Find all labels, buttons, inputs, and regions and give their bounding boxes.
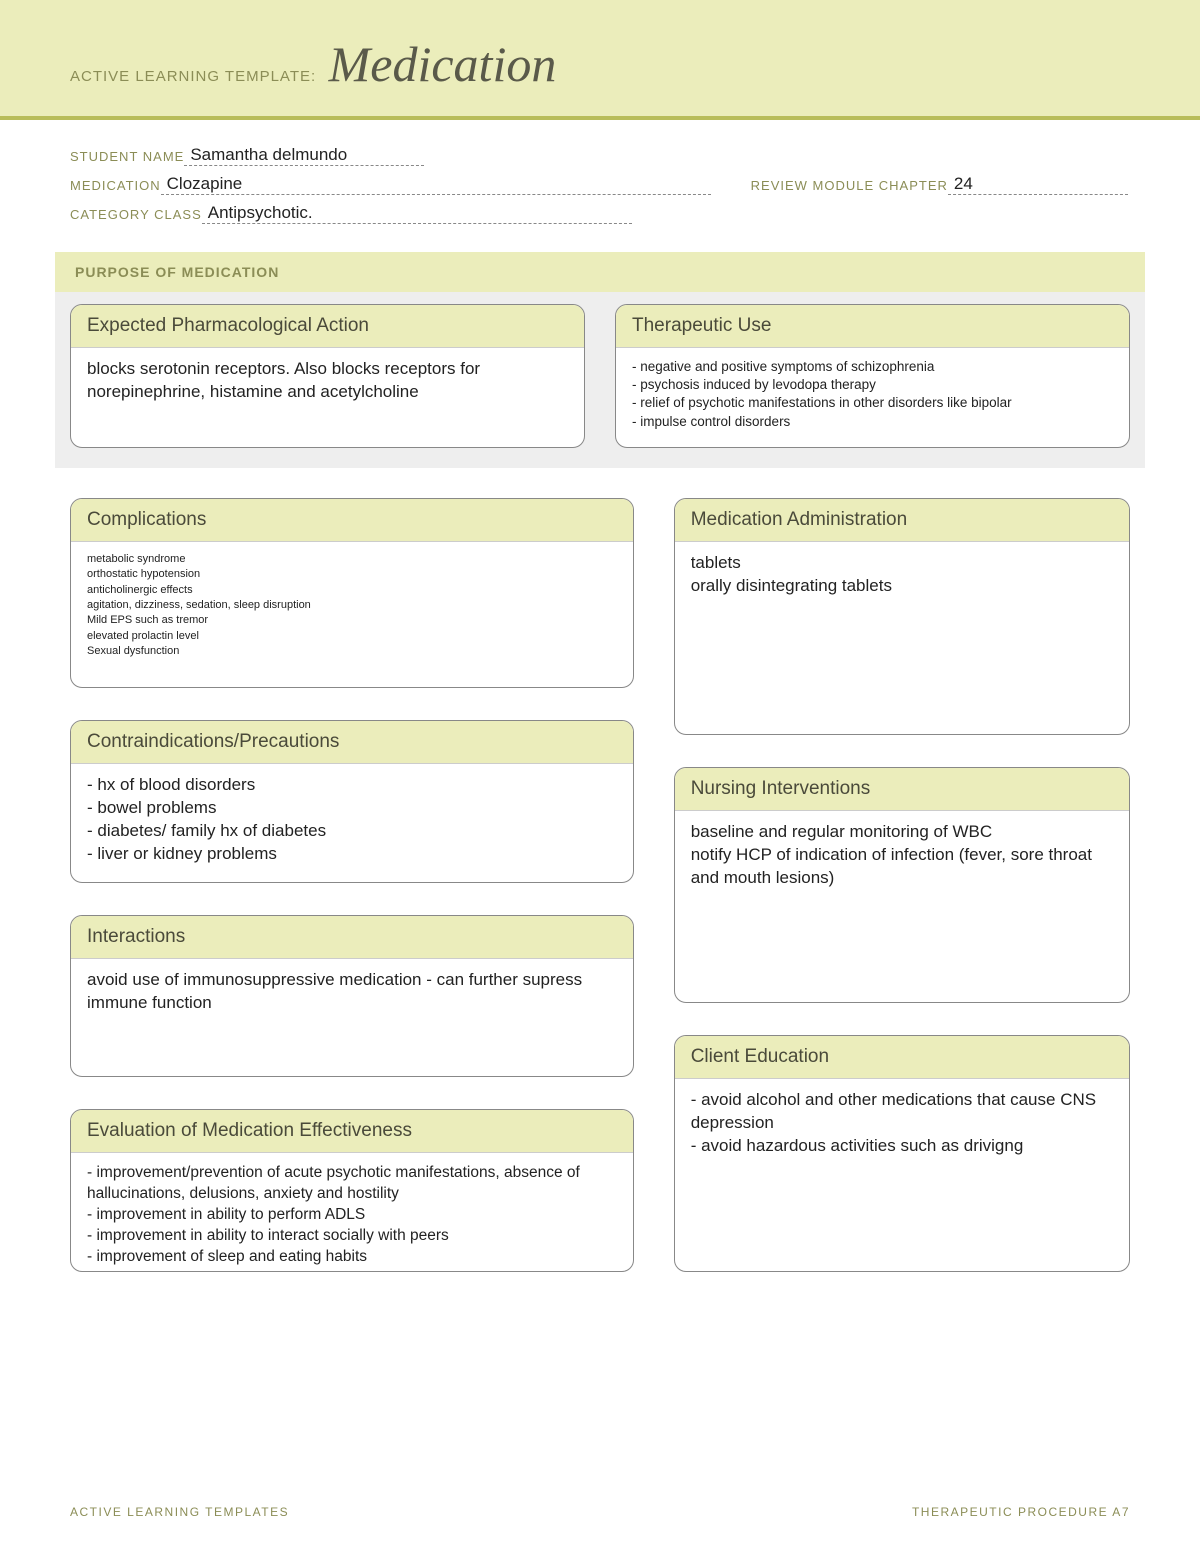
footer-right: THERAPEUTIC PROCEDURE A7: [912, 1505, 1130, 1519]
card-evaluation: Evaluation of Medication Effectiveness -…: [70, 1109, 634, 1272]
card-therapeutic-use: Therapeutic Use - negative and positive …: [615, 304, 1130, 448]
card-therapeutic-title: Therapeutic Use: [616, 305, 1129, 348]
medication-value: Clozapine: [161, 174, 711, 195]
chapter-value: 24: [948, 174, 1128, 195]
category-label: CATEGORY CLASS: [70, 207, 202, 224]
student-name-label: STUDENT NAME: [70, 149, 184, 166]
complications-title: Complications: [71, 499, 633, 542]
card-interactions: Interactions avoid use of immunosuppress…: [70, 915, 634, 1078]
student-name-value: Samantha delmundo: [184, 145, 424, 166]
right-column: Medication Administration tablets orally…: [674, 498, 1130, 1272]
banner-label: ACTIVE LEARNING TEMPLATE:: [70, 68, 316, 85]
card-contraindications: Contraindications/Precautions - hx of bl…: [70, 720, 634, 883]
complications-body: metabolic syndrome orthostatic hypotensi…: [71, 542, 633, 676]
card-admin: Medication Administration tablets orally…: [674, 498, 1130, 735]
evaluation-title: Evaluation of Medication Effectiveness: [71, 1110, 633, 1153]
contra-title: Contraindications/Precautions: [71, 721, 633, 764]
purpose-header: PURPOSE OF MEDICATION: [55, 252, 1145, 292]
medication-label: MEDICATION: [70, 178, 161, 195]
education-body: - avoid alcohol and other medications th…: [675, 1079, 1129, 1174]
card-pharm-body: blocks serotonin receptors. Also blocks …: [71, 348, 584, 420]
left-column: Complications metabolic syndrome orthost…: [70, 498, 634, 1272]
admin-body: tablets orally disintegrating tablets: [675, 542, 1129, 614]
nursing-body: baseline and regular monitoring of WBC n…: [675, 811, 1129, 906]
main-columns: Complications metabolic syndrome orthost…: [0, 468, 1200, 1272]
card-pharm-title: Expected Pharmacological Action: [71, 305, 584, 348]
chapter-label: REVIEW MODULE CHAPTER: [751, 178, 948, 195]
contra-body: - hx of blood disorders - bowel problems…: [71, 764, 633, 882]
card-therapeutic-body: - negative and positive symptoms of schi…: [616, 348, 1129, 447]
interactions-title: Interactions: [71, 916, 633, 959]
page-footer: ACTIVE LEARNING TEMPLATES THERAPEUTIC PR…: [70, 1505, 1130, 1519]
footer-left: ACTIVE LEARNING TEMPLATES: [70, 1505, 289, 1519]
card-complications: Complications metabolic syndrome orthost…: [70, 498, 634, 688]
category-value: Antipsychotic.: [202, 203, 632, 224]
purpose-section: PURPOSE OF MEDICATION Expected Pharmacol…: [55, 252, 1145, 468]
evaluation-body: - improvement/prevention of acute psycho…: [71, 1153, 633, 1272]
card-pharm-action: Expected Pharmacological Action blocks s…: [70, 304, 585, 448]
interactions-body: avoid use of immunosuppressive medicatio…: [71, 959, 633, 1031]
page-banner: ACTIVE LEARNING TEMPLATE: Medication: [0, 0, 1200, 120]
banner-title: Medication: [329, 35, 557, 93]
card-nursing: Nursing Interventions baseline and regul…: [674, 767, 1130, 1004]
nursing-title: Nursing Interventions: [675, 768, 1129, 811]
education-title: Client Education: [675, 1036, 1129, 1079]
card-education: Client Education - avoid alcohol and oth…: [674, 1035, 1130, 1272]
admin-title: Medication Administration: [675, 499, 1129, 542]
form-fields: STUDENT NAME Samantha delmundo MEDICATIO…: [0, 120, 1200, 242]
